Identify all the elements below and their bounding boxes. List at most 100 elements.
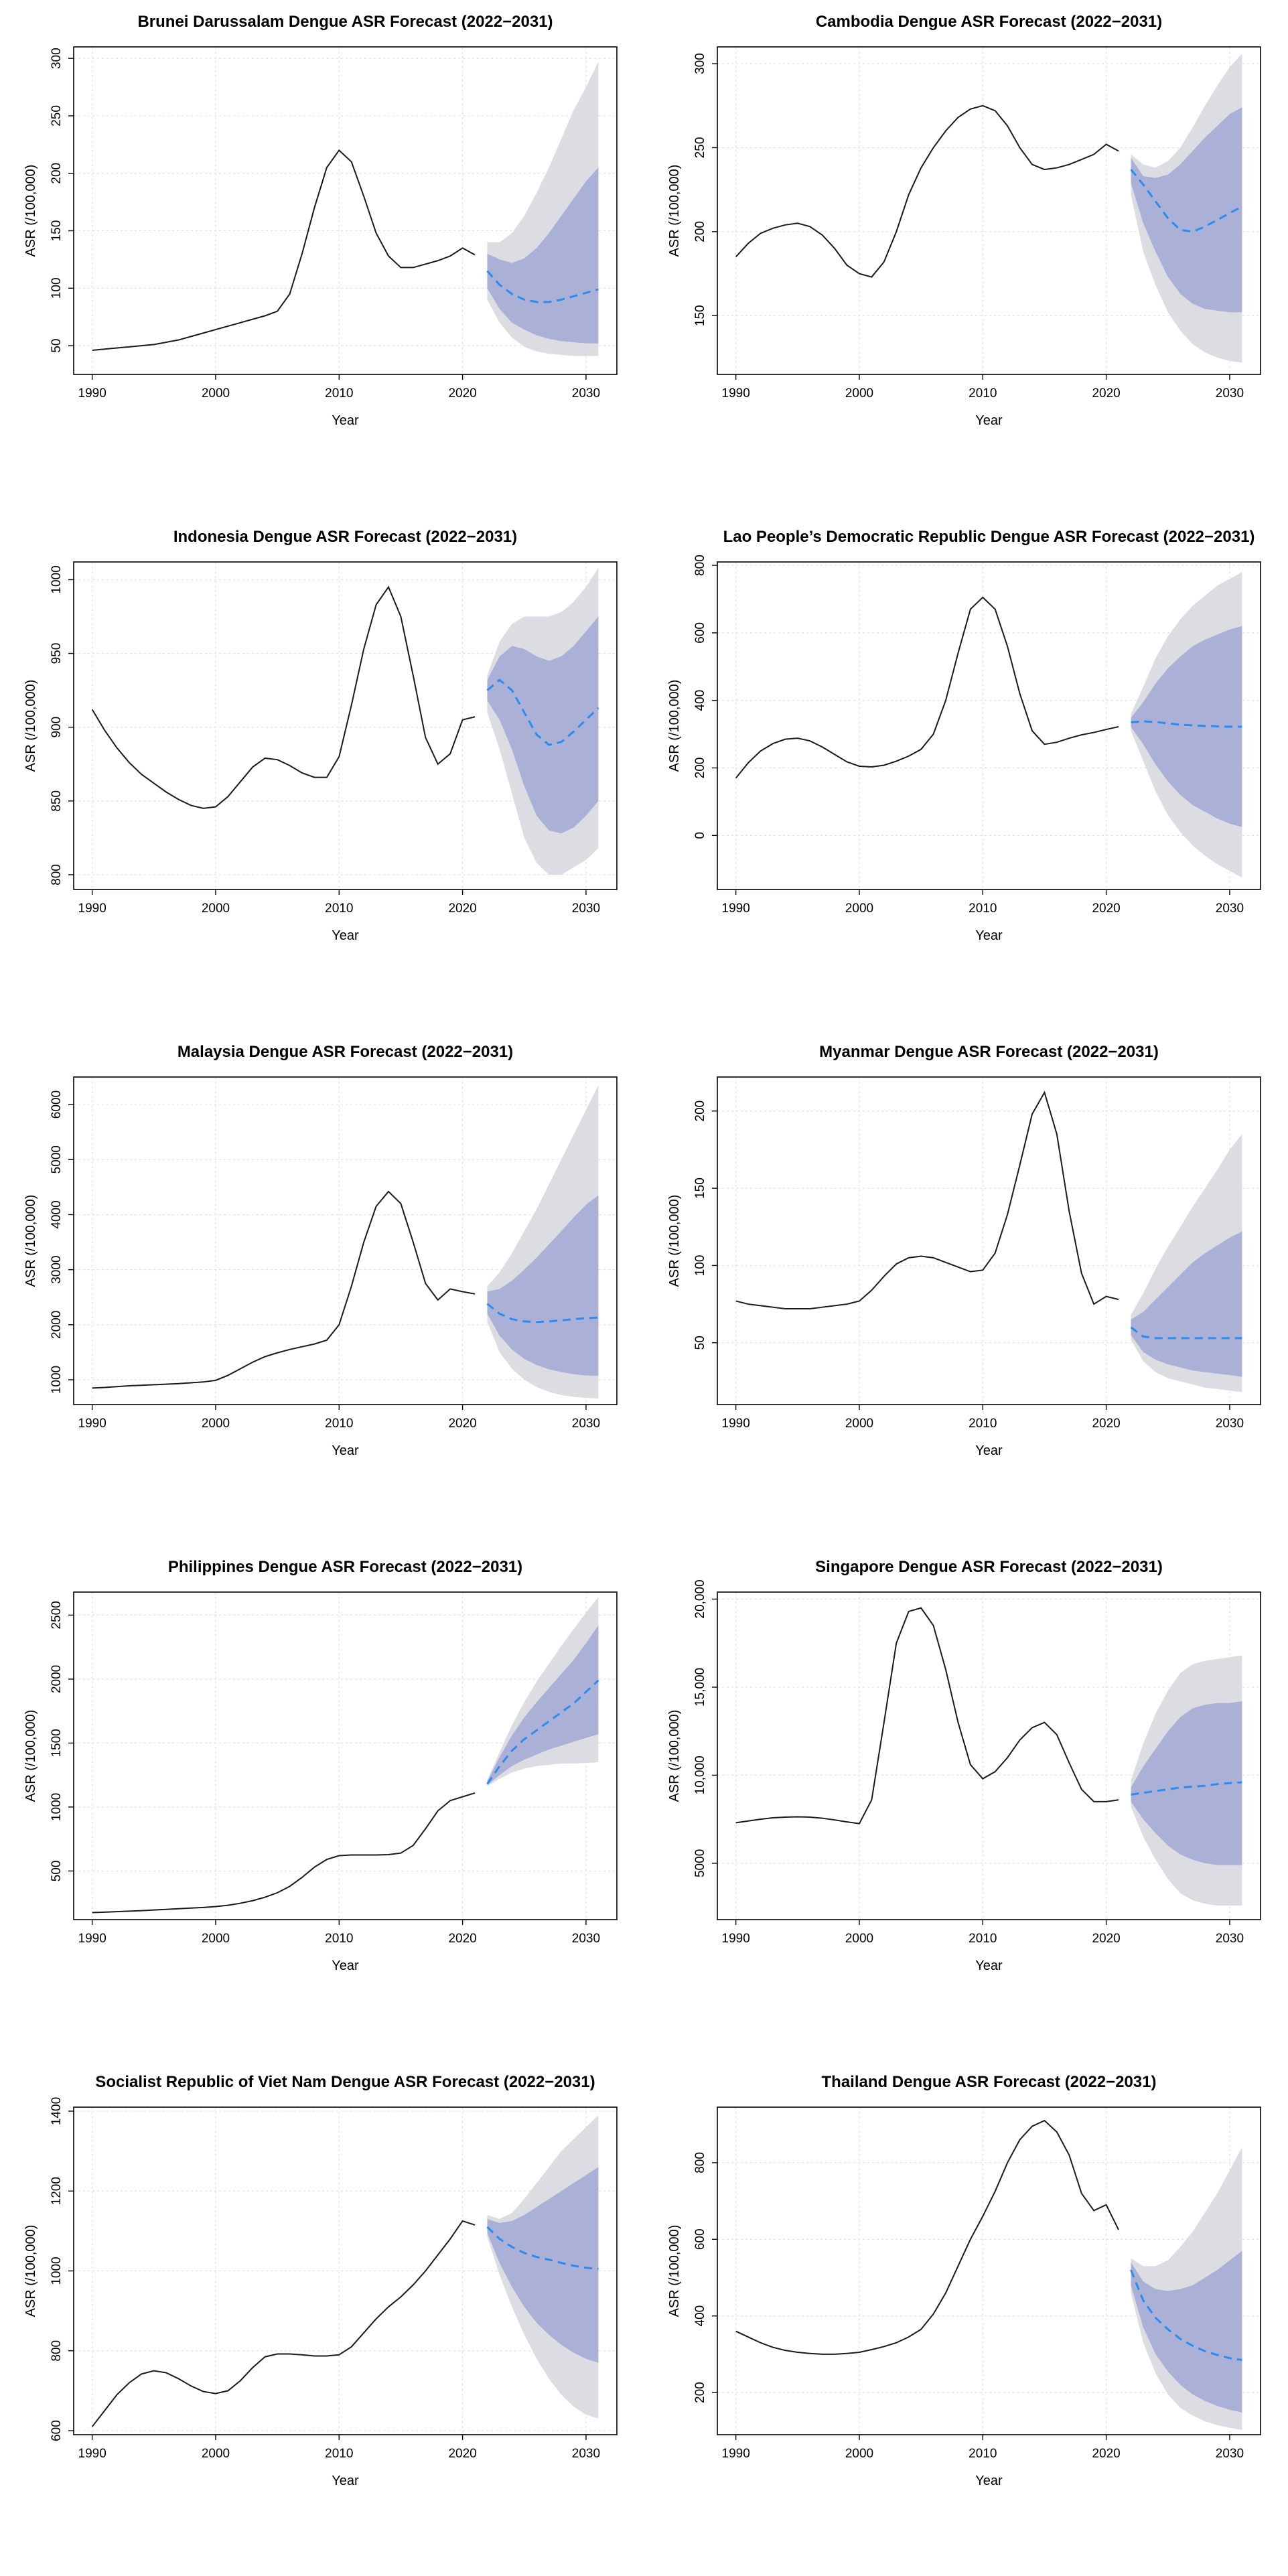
forecast-mean-line (486, 678, 599, 746)
y-tick-label: 5000 (693, 1849, 707, 1877)
x-axis-label: Year (332, 413, 359, 428)
y-axis-label: ASR (/100,000) (23, 1195, 38, 1287)
chart-title: Socialist Republic of Viet Nam Dengue AS… (95, 2073, 595, 2091)
historical-series-line (91, 585, 476, 809)
plot-frame (717, 561, 1261, 890)
y-axis-label: ASR (/100,000) (667, 2225, 682, 2317)
x-tick-label: 1990 (78, 2447, 106, 2461)
y-tick-label: 1200 (50, 2177, 64, 2205)
x-tick-label: 2000 (845, 386, 873, 401)
chart-panel-6: Philippines Dengue ASR Forecast (2022−20… (23, 1558, 618, 1973)
y-tick-label: 150 (50, 220, 64, 242)
chart-title: Philippines Dengue ASR Forecast (2022−20… (168, 1558, 522, 1576)
chart-panel-7: Singapore Dengue ASR Forecast (2022−2031… (667, 1558, 1261, 1973)
y-tick-label: 1000 (50, 565, 64, 593)
y-tick-label: 900 (50, 717, 64, 738)
x-tick-label: 1990 (722, 1932, 750, 1946)
x-tick-label: 2030 (572, 2447, 600, 2461)
y-tick-label: 400 (693, 690, 707, 711)
x-tick-label: 1990 (722, 902, 750, 916)
x-axis-label: Year (975, 1443, 1003, 1458)
y-axis-label: ASR (/100,000) (23, 680, 38, 772)
plot-frame (73, 46, 618, 375)
plot-frame (73, 1076, 618, 1405)
forecast-mean-line (486, 1303, 599, 1323)
y-axis-label: ASR (/100,000) (667, 1710, 682, 1802)
x-tick-label: 2010 (969, 386, 997, 401)
chart-panel-4: Malaysia Dengue ASR Forecast (2022−2031)… (23, 1043, 618, 1458)
y-tick-label: 200 (693, 758, 707, 779)
y-tick-label: 2000 (50, 1665, 64, 1693)
y-tick-label: 600 (693, 2228, 707, 2250)
y-tick-label: 20,000 (693, 1579, 707, 1618)
y-tick-label: 1000 (50, 2257, 64, 2285)
y-tick-label: 950 (50, 643, 64, 664)
x-tick-label: 2030 (1216, 1417, 1244, 1431)
forecast-mean-line (486, 1679, 599, 1785)
y-tick-label: 100 (50, 277, 64, 299)
x-tick-label: 1990 (78, 902, 106, 916)
x-tick-label: 2020 (1092, 902, 1120, 916)
chart-panel-1: Cambodia Dengue ASR Forecast (2022−2031)… (667, 13, 1261, 428)
chart-title: Myanmar Dengue ASR Forecast (2022−2031) (819, 1043, 1159, 1061)
y-axis-label: ASR (/100,000) (23, 1710, 38, 1802)
x-tick-label: 2000 (202, 902, 230, 916)
x-tick-label: 1990 (78, 1417, 106, 1431)
plot-frame (717, 1076, 1261, 1405)
chart-title: Cambodia Dengue ASR Forecast (2022−2031) (816, 13, 1162, 31)
x-tick-label: 2000 (845, 902, 873, 916)
x-tick-label: 2020 (448, 902, 476, 916)
plot-frame (717, 2106, 1261, 2435)
x-tick-label: 2020 (1092, 2447, 1120, 2461)
historical-series-line (735, 2119, 1119, 2355)
x-tick-label: 2010 (325, 386, 353, 401)
y-axis-label: ASR (/100,000) (23, 2225, 38, 2317)
y-tick-label: 0 (693, 832, 707, 839)
x-axis-label: Year (975, 413, 1003, 428)
x-tick-label: 2000 (845, 1417, 873, 1431)
forecast-80-interval (1131, 626, 1242, 827)
plot-frame (73, 561, 618, 890)
y-tick-label: 1500 (50, 1729, 64, 1757)
x-tick-label: 2030 (1216, 902, 1244, 916)
y-axis-label: ASR (/100,000) (667, 680, 682, 772)
historical-series-line (92, 1190, 476, 1389)
y-tick-label: 800 (50, 2340, 64, 2362)
x-axis-label: Year (975, 2474, 1003, 2488)
x-tick-label: 2000 (202, 2447, 230, 2461)
x-axis-label: Year (332, 1443, 359, 1458)
x-tick-label: 2020 (448, 1417, 476, 1431)
y-tick-label: 50 (693, 1336, 707, 1350)
historical-series-line (735, 1607, 1119, 1824)
x-tick-label: 1990 (78, 386, 106, 401)
x-tick-label: 2020 (448, 386, 476, 401)
historical-series-line (92, 149, 476, 351)
y-tick-label: 250 (50, 105, 64, 127)
y-tick-label: 800 (693, 2152, 707, 2173)
y-tick-label: 200 (693, 221, 707, 242)
chart-title: Thailand Dengue ASR Forecast (2022−2031) (822, 2073, 1157, 2091)
y-tick-label: 150 (693, 1177, 707, 1199)
x-tick-label: 2030 (1216, 2447, 1244, 2461)
historical-series-line (735, 1090, 1119, 1309)
x-tick-label: 2000 (202, 386, 230, 401)
y-axis-label: ASR (/100,000) (667, 1195, 682, 1287)
y-tick-label: 15,000 (693, 1668, 707, 1707)
forecast-80-interval (1131, 2250, 1242, 2413)
x-tick-label: 2030 (1216, 1932, 1244, 1946)
x-tick-label: 1990 (722, 2447, 750, 2461)
y-tick-label: 2500 (50, 1601, 64, 1629)
historical-series-line (91, 2220, 476, 2427)
x-tick-label: 2010 (325, 1932, 353, 1946)
x-tick-label: 2020 (1092, 386, 1120, 401)
x-axis-label: Year (332, 2474, 359, 2488)
x-tick-label: 2000 (202, 1417, 230, 1431)
x-tick-label: 2010 (325, 1417, 353, 1431)
y-tick-label: 200 (693, 2382, 707, 2403)
chart-title: Indonesia Dengue ASR Forecast (2022−2031… (173, 528, 517, 546)
y-tick-label: 100 (693, 1255, 707, 1277)
x-tick-label: 2010 (325, 902, 353, 916)
chart-title: Brunei Darussalam Dengue ASR Forecast (2… (137, 13, 553, 31)
plot-frame (717, 1591, 1261, 1920)
plot-frame (717, 46, 1261, 375)
